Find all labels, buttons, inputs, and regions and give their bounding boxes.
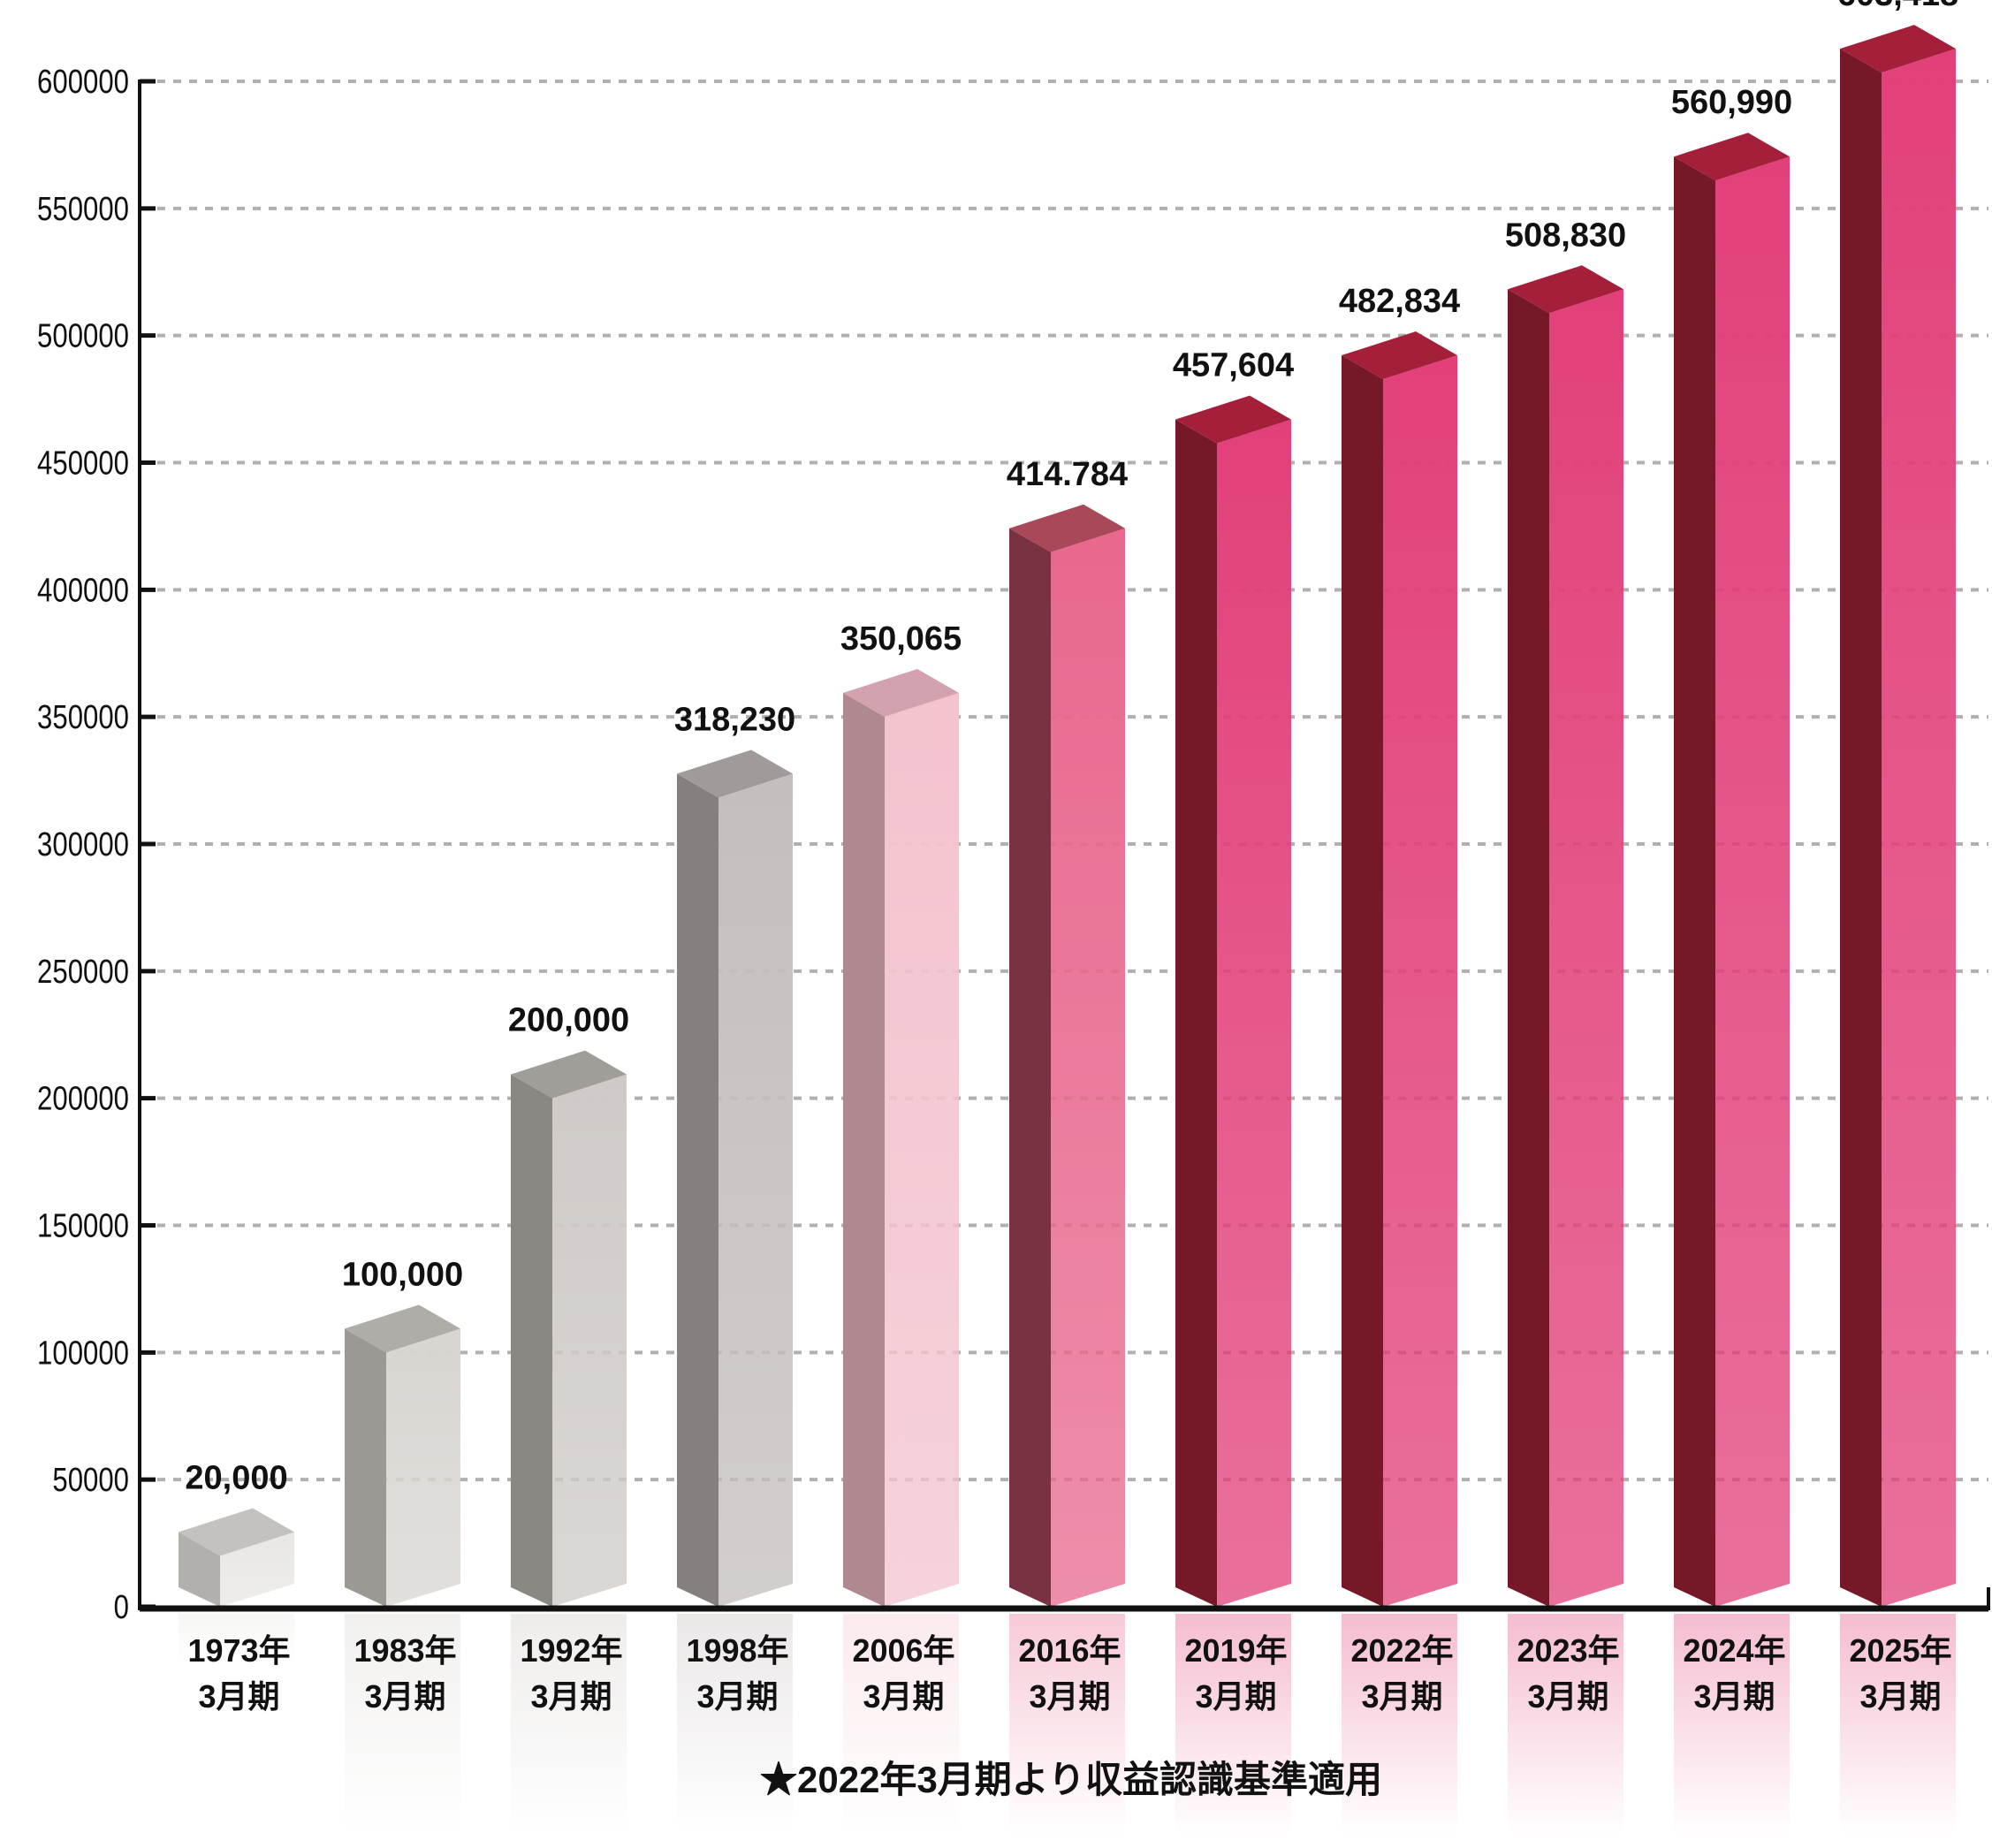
- bar-side: [1009, 528, 1051, 1607]
- x-tick-label: 3月期: [198, 1678, 279, 1715]
- data-label: 100,000: [342, 1256, 463, 1293]
- bar: [1051, 528, 1125, 1607]
- y-tick-label: 100000: [37, 1335, 129, 1373]
- bar: [1217, 419, 1291, 1607]
- x-tick-label: 3月期: [364, 1678, 445, 1715]
- labels: 0 50000 100000 150000 200000 250000 300000 3500…: [37, 0, 1958, 1715]
- bar-reflection: [1009, 1614, 1125, 1835]
- x-tick-label: 3月期: [1859, 1678, 1941, 1715]
- data-label: 603,418: [1837, 0, 1958, 13]
- bar-side: [1508, 289, 1549, 1608]
- x-tick-label: 2022年: [1350, 1632, 1453, 1669]
- y-tick-label: 600000: [37, 64, 129, 101]
- bar-top: [1840, 25, 1956, 73]
- x-tick-label: 3月期: [1361, 1678, 1442, 1715]
- data-label: 508,830: [1505, 217, 1626, 254]
- data-label: 200,000: [508, 1002, 629, 1039]
- data-label: 560,990: [1671, 84, 1792, 121]
- bar-reflection: [1175, 1614, 1291, 1835]
- bar-side: [843, 692, 885, 1607]
- x-tick-label: 2019年: [1184, 1632, 1287, 1669]
- x-tick-label: 1973年: [187, 1632, 290, 1669]
- y-tick-label: 550000: [37, 191, 129, 228]
- bar: [1383, 355, 1457, 1608]
- bar-reflection: [511, 1614, 627, 1835]
- bar: [885, 692, 959, 1607]
- data-label: 318,230: [674, 702, 795, 739]
- bar-top: [677, 749, 793, 798]
- bars: [179, 25, 1956, 1608]
- x-tick-label: 1992年: [520, 1632, 622, 1669]
- y-tick-label: 500000: [37, 318, 129, 355]
- bar: [1715, 156, 1790, 1608]
- bar: [718, 773, 793, 1607]
- x-tick-label: 2024年: [1683, 1632, 1785, 1669]
- bar: [552, 1074, 627, 1607]
- bar-top: [1342, 331, 1457, 380]
- x-tick-label: 3月期: [1527, 1678, 1608, 1715]
- x-tick-label: 3月期: [1029, 1678, 1110, 1715]
- bar-side: [511, 1074, 552, 1607]
- bar: [1549, 289, 1623, 1608]
- y-tick-label: 350000: [37, 699, 129, 736]
- data-label: 350,065: [840, 620, 962, 658]
- bar-reflection: [345, 1614, 460, 1835]
- x-tick-label: 3月期: [530, 1678, 612, 1715]
- bar-reflection: [1674, 1614, 1790, 1835]
- y-tick-label: 50000: [52, 1462, 129, 1499]
- bar-side: [345, 1328, 386, 1607]
- bar-side: [1342, 355, 1383, 1608]
- x-tick-label: 1983年: [354, 1632, 456, 1669]
- grid-lines: [157, 80, 1988, 1482]
- bar-top: [511, 1050, 627, 1099]
- bar-top: [1009, 504, 1125, 552]
- x-tick-label: 2025年: [1849, 1632, 1951, 1669]
- footnote: ★2022年3月期より収益認識基準適用: [760, 1759, 1382, 1800]
- bar-top: [179, 1508, 294, 1556]
- bar-reflection: [843, 1614, 959, 1835]
- bar: [220, 1532, 294, 1607]
- bar: [1882, 49, 1956, 1607]
- x-tick-label: 3月期: [1693, 1678, 1775, 1715]
- y-tick-label: 400000: [37, 573, 129, 610]
- y-tick-label: 450000: [37, 445, 129, 483]
- x-tick-label: 3月期: [863, 1678, 944, 1715]
- data-label: 20,000: [185, 1459, 287, 1496]
- data-label: 457,604: [1173, 347, 1294, 384]
- bar-reflections: [179, 1614, 1956, 1835]
- x-tick-label: 3月期: [1195, 1678, 1276, 1715]
- x-tick-label: 2006年: [852, 1632, 954, 1669]
- bar-side: [179, 1532, 220, 1607]
- bar-top: [1175, 395, 1291, 444]
- bar-reflection: [1508, 1614, 1623, 1835]
- bar-reflection: [179, 1614, 294, 1665]
- y-tick-label: 250000: [37, 954, 129, 991]
- bar-top: [1508, 265, 1623, 314]
- data-label: 482,834: [1339, 283, 1460, 320]
- bar-reflection: [677, 1614, 793, 1835]
- bar-side: [677, 773, 718, 1607]
- bar-top: [843, 668, 959, 717]
- y-tick-label: 0: [114, 1589, 129, 1626]
- bar: [386, 1328, 460, 1607]
- y-tick-label: 300000: [37, 826, 129, 863]
- x-tick-label: 2023年: [1517, 1632, 1619, 1669]
- x-tick-label: 1998年: [686, 1632, 788, 1669]
- bar-top: [1674, 133, 1790, 181]
- y-tick-label: 200000: [37, 1081, 129, 1118]
- bar-top: [345, 1304, 460, 1353]
- bar-side: [1175, 419, 1217, 1607]
- bar-reflection: [1840, 1614, 1956, 1835]
- x-tick-label: 3月期: [696, 1678, 778, 1715]
- bar-reflection: [1342, 1614, 1457, 1835]
- data-label: 414.784: [1007, 456, 1128, 493]
- bar-side: [1840, 49, 1882, 1607]
- bar-side: [1674, 156, 1715, 1608]
- x-tick-label: 2016年: [1018, 1632, 1121, 1669]
- axes: [138, 79, 1990, 1612]
- y-tick-label: 150000: [37, 1208, 129, 1245]
